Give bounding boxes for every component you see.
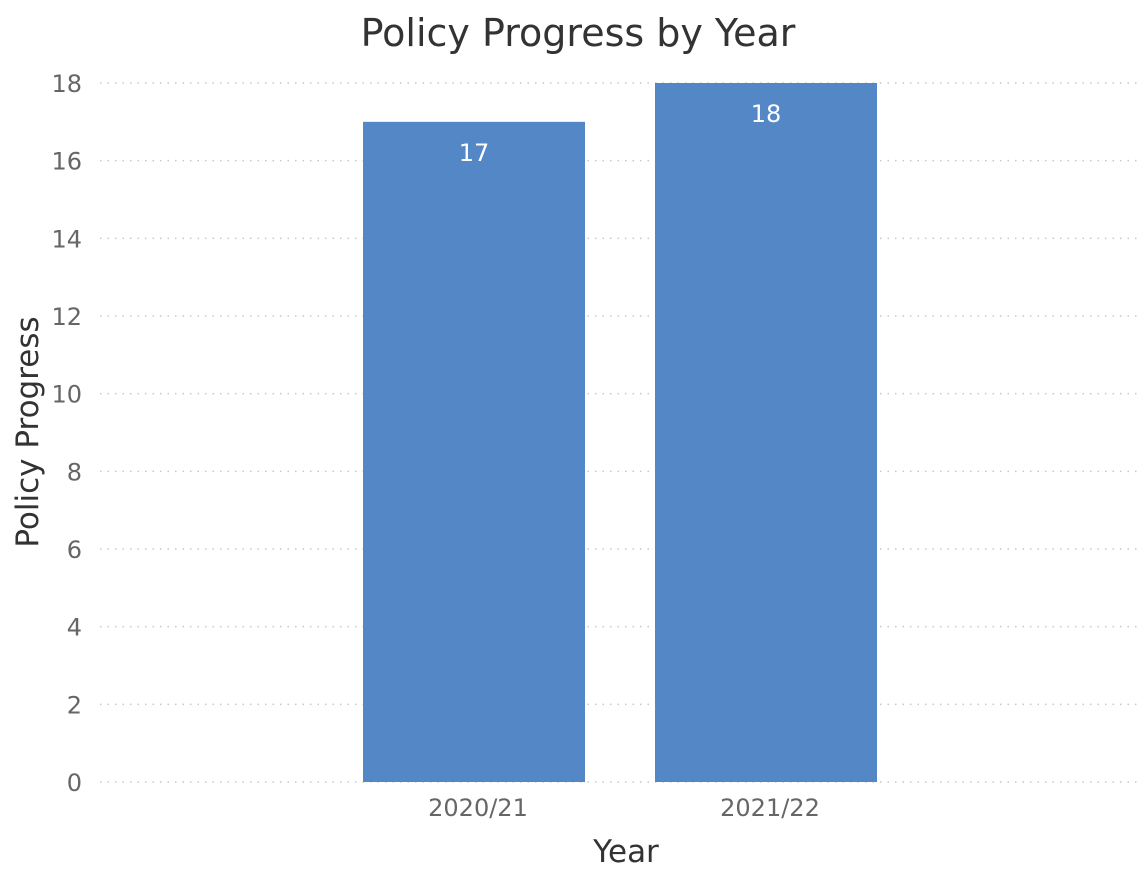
- y-tick-label: 4: [67, 614, 82, 642]
- y-tick-label: 6: [67, 536, 82, 564]
- x-tick-label: 2021/22: [720, 794, 820, 822]
- chart-title: Policy Progress by Year: [361, 11, 796, 55]
- y-tick-label: 12: [51, 303, 82, 331]
- y-tick-label: 14: [51, 225, 82, 253]
- y-tick-label: 8: [67, 458, 82, 486]
- bar: [655, 83, 877, 782]
- y-tick-label: 16: [51, 148, 82, 176]
- y-tick-label: 0: [67, 769, 82, 797]
- y-axis-ticks: 0 2 4 6 8 10 12 14 16 18: [51, 70, 82, 797]
- data-label: 17: [459, 139, 490, 167]
- y-axis-title: Policy Progress: [10, 316, 46, 547]
- x-tick-label: 2020/21: [428, 794, 528, 822]
- y-tick-label: 2: [67, 691, 82, 719]
- y-tick-label: 18: [51, 70, 82, 98]
- gridlines: [100, 82, 1142, 783]
- x-axis-ticks: 2020/21 2021/22: [428, 794, 820, 822]
- data-label: 18: [751, 100, 782, 128]
- x-axis-title: Year: [592, 834, 659, 867]
- y-tick-label: 10: [51, 381, 82, 409]
- bar: [363, 121, 585, 783]
